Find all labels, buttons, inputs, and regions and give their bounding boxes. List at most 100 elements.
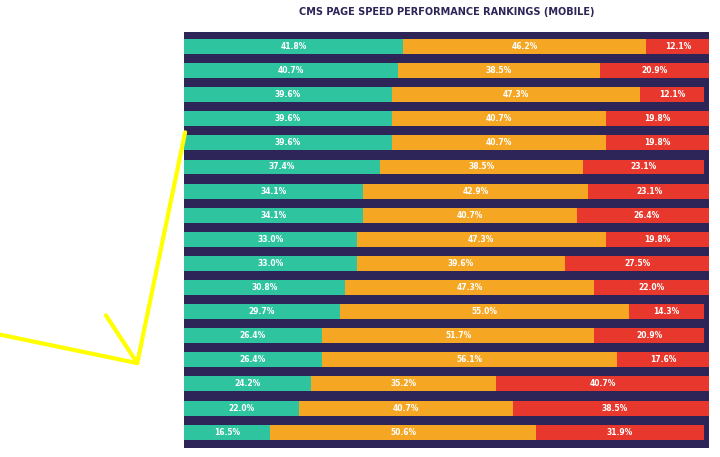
Text: 35.2%: 35.2% [390, 379, 416, 388]
Text: 26.4%: 26.4% [240, 356, 266, 364]
Bar [565, 256, 710, 271]
Text: 27.5%: 27.5% [624, 259, 651, 268]
Bar [513, 401, 716, 415]
Bar [357, 232, 606, 247]
Text: 33.0%: 33.0% [257, 235, 284, 244]
Bar [646, 39, 710, 54]
Text: 23.1%: 23.1% [636, 186, 662, 196]
Text: 26.4%: 26.4% [240, 331, 266, 340]
Bar [184, 87, 392, 102]
Text: 50.6%: 50.6% [390, 428, 416, 437]
Bar [184, 63, 397, 78]
Text: 39.6%: 39.6% [448, 259, 474, 268]
Text: 56.1%: 56.1% [456, 356, 483, 364]
Text: 19.8%: 19.8% [644, 235, 671, 244]
Text: 40.7%: 40.7% [393, 404, 419, 413]
Bar [577, 208, 716, 223]
Bar [617, 352, 710, 367]
Text: 31.9%: 31.9% [607, 428, 633, 437]
Text: 47.3%: 47.3% [503, 90, 529, 99]
Bar [184, 304, 340, 319]
Bar [600, 63, 710, 78]
Text: 33.0%: 33.0% [257, 259, 284, 268]
Text: 39.6%: 39.6% [274, 114, 301, 123]
Bar [582, 159, 704, 175]
Text: CMS PAGE SPEED PERFORMANCE RANKINGS (MOBILE): CMS PAGE SPEED PERFORMANCE RANKINGS (MOB… [299, 7, 594, 17]
Text: 30.8%: 30.8% [251, 283, 278, 292]
Bar [340, 304, 629, 319]
Text: 22.0%: 22.0% [639, 283, 665, 292]
Bar [380, 159, 582, 175]
Text: 20.9%: 20.9% [642, 66, 668, 75]
Text: 20.9%: 20.9% [636, 331, 662, 340]
Bar [184, 232, 357, 247]
Bar [606, 112, 710, 126]
Text: 26.4%: 26.4% [633, 211, 660, 220]
Bar [184, 280, 346, 295]
Text: 40.7%: 40.7% [456, 211, 483, 220]
Text: 19.8%: 19.8% [644, 138, 671, 148]
Text: 40.7%: 40.7% [277, 66, 304, 75]
Text: 41.8%: 41.8% [280, 42, 307, 51]
Bar [397, 63, 600, 78]
Text: 24.2%: 24.2% [234, 379, 261, 388]
Bar [323, 328, 594, 343]
Bar [363, 184, 588, 199]
Bar [606, 232, 710, 247]
Bar [184, 352, 323, 367]
Text: 39.6%: 39.6% [274, 138, 301, 148]
Text: 14.3%: 14.3% [653, 307, 680, 316]
Text: 39.6%: 39.6% [274, 90, 301, 99]
Bar [184, 184, 363, 199]
Bar [184, 377, 311, 392]
Text: 51.7%: 51.7% [445, 331, 472, 340]
Bar [300, 401, 513, 415]
Bar [594, 328, 704, 343]
Bar [629, 304, 704, 319]
Bar [184, 208, 363, 223]
Bar [594, 280, 710, 295]
Bar [184, 39, 403, 54]
Bar [346, 280, 594, 295]
Text: 12.1%: 12.1% [665, 42, 691, 51]
Bar [184, 401, 300, 415]
Bar [392, 87, 640, 102]
Text: 46.2%: 46.2% [512, 42, 538, 51]
Bar [184, 159, 380, 175]
Text: 38.5%: 38.5% [485, 66, 512, 75]
Bar [184, 135, 392, 150]
Text: 38.5%: 38.5% [468, 163, 495, 171]
Text: 23.1%: 23.1% [630, 163, 657, 171]
Bar [606, 135, 710, 150]
Bar [357, 256, 565, 271]
Text: 40.7%: 40.7% [590, 379, 616, 388]
Bar [640, 87, 704, 102]
Text: 47.3%: 47.3% [468, 235, 495, 244]
Bar [323, 352, 617, 367]
Bar [184, 425, 270, 440]
Text: 37.4%: 37.4% [269, 163, 295, 171]
Text: 34.1%: 34.1% [260, 186, 287, 196]
Text: 40.7%: 40.7% [485, 138, 512, 148]
Text: 40.7%: 40.7% [485, 114, 512, 123]
Text: 34.1%: 34.1% [260, 211, 287, 220]
Bar [496, 377, 710, 392]
Text: 55.0%: 55.0% [472, 307, 498, 316]
Text: 19.8%: 19.8% [644, 114, 671, 123]
Bar [270, 425, 536, 440]
Bar [184, 112, 392, 126]
Bar [392, 112, 606, 126]
Text: 16.5%: 16.5% [214, 428, 240, 437]
Bar [392, 135, 606, 150]
Text: 29.7%: 29.7% [248, 307, 275, 316]
Text: 17.6%: 17.6% [650, 356, 677, 364]
Bar [403, 39, 646, 54]
Bar [363, 208, 577, 223]
Bar [588, 184, 710, 199]
Text: 42.9%: 42.9% [462, 186, 489, 196]
Bar [536, 425, 704, 440]
Bar [184, 256, 357, 271]
Text: 47.3%: 47.3% [456, 283, 483, 292]
Text: 38.5%: 38.5% [601, 404, 627, 413]
Bar [184, 328, 323, 343]
